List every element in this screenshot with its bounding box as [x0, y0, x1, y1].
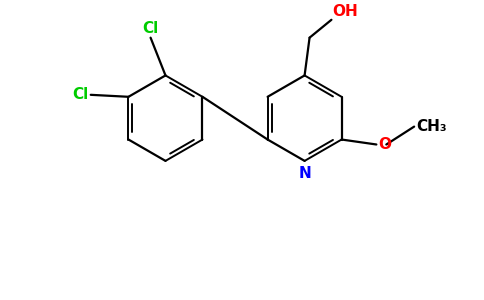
Text: Cl: Cl	[73, 87, 89, 102]
Text: Cl: Cl	[142, 21, 159, 36]
Text: N: N	[298, 166, 311, 181]
Text: CH₃: CH₃	[416, 119, 447, 134]
Text: OH: OH	[333, 4, 358, 19]
Text: O: O	[378, 137, 392, 152]
